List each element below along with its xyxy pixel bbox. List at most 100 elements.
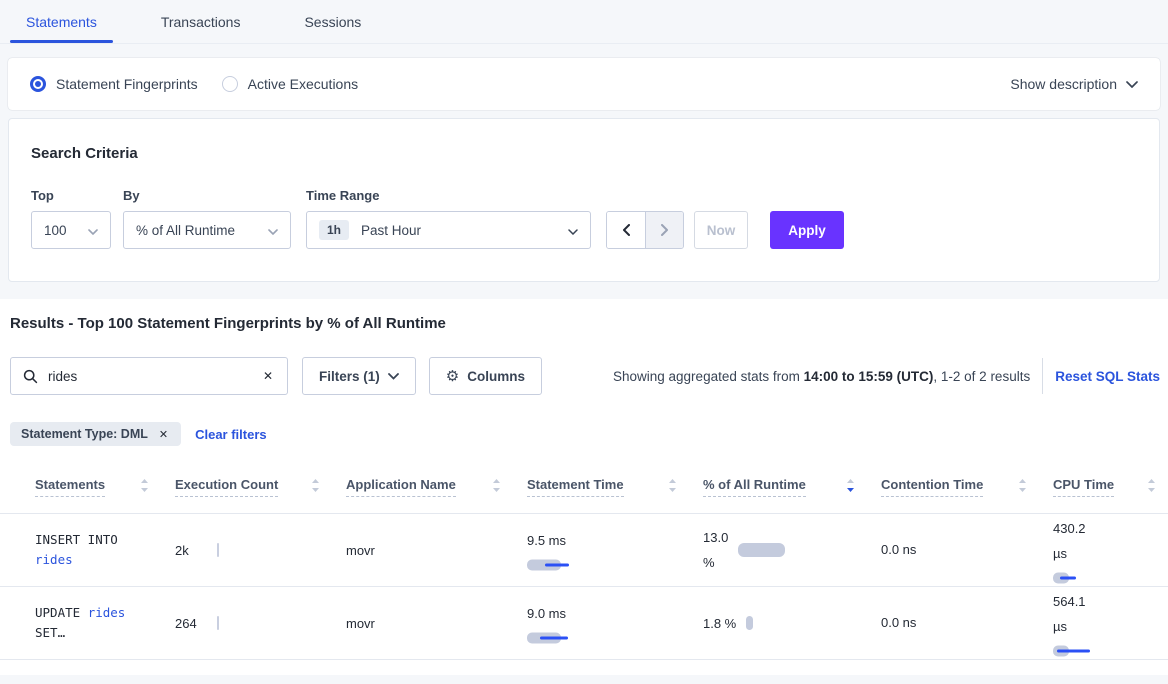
metric-cell: 430.2 µs: [1053, 516, 1168, 585]
column-header-label: Application Name: [346, 477, 456, 497]
search-input[interactable]: [48, 368, 261, 384]
clear-filters-link[interactable]: Clear filters: [195, 426, 267, 442]
column-header-label: % of All Runtime: [703, 477, 806, 497]
column-header-label: CPU Time: [1053, 477, 1115, 497]
sort-icon: [1147, 478, 1156, 496]
metric-value: 1.8 %: [703, 615, 737, 631]
metric-bar: [738, 543, 800, 557]
table-body: INSERT INTO rides 2k movr 9.5 ms 13.0% 0.0 ns…: [0, 514, 1168, 660]
metric-value: 564.1 µs: [1053, 593, 1086, 634]
bar-blue-line: [540, 636, 568, 640]
metric-bar: [527, 631, 589, 645]
metric-value: 0.0 ns: [881, 615, 917, 630]
statement-search-box: ✕: [10, 357, 288, 395]
chevron-down-icon: [1126, 80, 1138, 88]
tab-transactions-label: Transactions: [160, 13, 241, 30]
column-header-contention-time[interactable]: Contention Time: [881, 477, 1053, 497]
next-time-button[interactable]: [645, 212, 683, 248]
aggregated-stats-text: Showing aggregated stats from 14:00 to 1…: [613, 368, 1031, 384]
top-select[interactable]: 100: [31, 211, 111, 249]
statements-table: Statements Execution Count Application Nam…: [0, 461, 1168, 660]
execution-count-value: 264: [175, 615, 197, 631]
time-range-pager: [606, 211, 684, 249]
table-header-row: Statements Execution Count Application Nam…: [0, 461, 1168, 514]
search-criteria-title: Search Criteria: [31, 145, 138, 162]
tab-transactions[interactable]: Transactions: [145, 0, 257, 43]
execution-count-cell: 264: [175, 616, 346, 631]
metric-value: 9.0 ms: [527, 606, 567, 621]
search-criteria-card: Search Criteria Top 100 By % of All Runt…: [8, 118, 1160, 282]
sort-icon: [492, 478, 501, 496]
statement-text: SET…: [35, 625, 66, 640]
metric-bar: [527, 558, 589, 572]
time-range-value: Past Hour: [361, 222, 422, 238]
top-select-value: 100: [44, 222, 67, 238]
vertical-divider: [1042, 358, 1044, 394]
filters-button[interactable]: Filters (1): [302, 357, 416, 395]
column-header-cpu-time[interactable]: CPU Time: [1053, 477, 1168, 497]
column-header-application-name[interactable]: Application Name: [346, 477, 527, 497]
radio-statement-fingerprints[interactable]: Statement Fingerprints: [30, 76, 198, 92]
statement-fingerprint: INSERT INTO rides: [35, 530, 153, 570]
sort-icon: [311, 478, 320, 496]
bar-blue-line: [1057, 649, 1090, 652]
time-range-label: Time Range: [306, 188, 380, 203]
statement-cell: UPDATE rides SET…: [0, 603, 175, 643]
prev-time-button[interactable]: [607, 212, 645, 248]
reset-sql-stats-link[interactable]: Reset SQL Stats: [1055, 368, 1160, 384]
results-section: Results - Top 100 Statement Fingerprints…: [0, 299, 1168, 675]
results-heading: Results - Top 100 Statement Fingerprints…: [10, 315, 446, 332]
filter-pill-statement-type: Statement Type: DML ✕: [10, 422, 182, 446]
column-header-execution-count[interactable]: Execution Count: [175, 477, 346, 497]
bar-gray: [746, 616, 754, 630]
time-range-select[interactable]: 1h Past Hour: [306, 211, 591, 249]
by-select-value: % of All Runtime: [136, 222, 236, 238]
show-description-label: Show description: [1010, 76, 1117, 92]
bar-blue-line: [545, 563, 569, 567]
statement-link[interactable]: rides: [35, 552, 73, 567]
metric-cell: 1.8 %: [703, 611, 881, 636]
metric-cell: 0.0 ns: [881, 542, 1053, 558]
active-filters-row: Statement Type: DML ✕ Clear filters: [0, 422, 1168, 446]
execution-count-bar: [217, 543, 219, 557]
tab-statements[interactable]: Statements: [10, 0, 113, 43]
sort-icon: [140, 478, 149, 496]
sort-icon: [846, 478, 855, 496]
column-header-statements[interactable]: Statements: [0, 477, 175, 497]
time-range-badge: 1h: [319, 220, 350, 240]
chevron-down-icon: [88, 228, 98, 235]
execution-count-value: 2k: [175, 542, 189, 558]
by-select[interactable]: % of All Runtime: [123, 211, 291, 249]
metric-bar: [746, 616, 808, 630]
bar-gray: [738, 543, 786, 557]
radio-active-executions[interactable]: Active Executions: [221, 76, 359, 92]
statement-link[interactable]: rides: [87, 605, 126, 620]
top-label: Top: [31, 188, 54, 203]
execution-count-bar: [217, 616, 219, 630]
column-header-label: Statements: [35, 477, 106, 497]
show-description-toggle[interactable]: Show description: [1010, 76, 1138, 92]
view-toggle-bar: Statement Fingerprints Active Executions…: [8, 58, 1160, 110]
column-header-of-all-runtime[interactable]: % of All Runtime: [703, 477, 881, 497]
radio-selected-icon: [30, 76, 46, 92]
tab-sessions[interactable]: Sessions: [288, 0, 377, 43]
columns-button[interactable]: ⚙ Columns: [428, 357, 542, 395]
metric-cell: 9.0 ms: [527, 601, 703, 645]
chevron-down-icon: [268, 228, 278, 235]
metric-cell: 564.1 µs: [1053, 589, 1168, 658]
tab-sessions-label: Sessions: [304, 13, 362, 30]
search-icon: [23, 369, 38, 383]
clear-search-icon[interactable]: ✕: [262, 369, 273, 383]
remove-filter-icon[interactable]: ✕: [158, 428, 169, 441]
metric-value: 0.0 ns: [881, 542, 917, 557]
now-button[interactable]: Now: [694, 211, 748, 249]
radio-active-executions-label: Active Executions: [247, 76, 359, 92]
sort-icon: [1018, 478, 1027, 496]
chevron-right-icon: [660, 224, 668, 236]
execution-count-cell: 2k: [175, 543, 346, 558]
apply-button[interactable]: Apply: [770, 211, 844, 249]
table-row: UPDATE rides SET… 264 movr 9.0 ms 1.8 % 0.0 n…: [0, 587, 1168, 660]
bar-blue-line: [1060, 576, 1076, 579]
stats-area: Showing aggregated stats from 14:00 to 1…: [613, 358, 1160, 394]
column-header-statement-time[interactable]: Statement Time: [527, 477, 703, 497]
